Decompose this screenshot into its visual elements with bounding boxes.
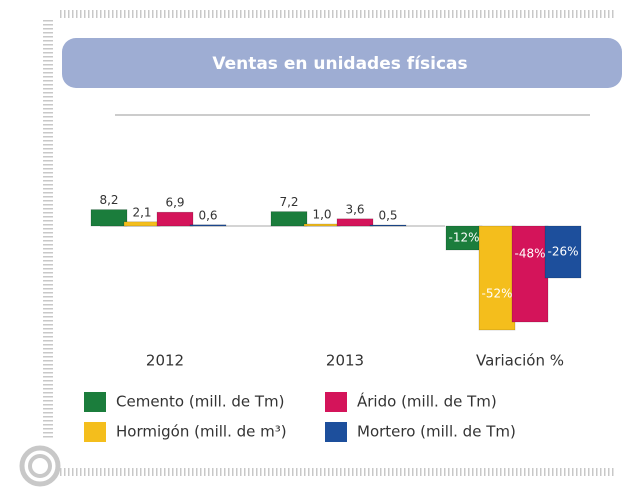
- legend-label: Cemento (mill. de Tm): [116, 393, 285, 411]
- x-tick-label: Variación %: [476, 352, 564, 370]
- bar: [337, 219, 373, 226]
- bar: [91, 210, 127, 226]
- bar: [479, 226, 515, 330]
- bar: [124, 222, 160, 226]
- value-label: 6,9: [165, 196, 184, 210]
- chart-title: Ventas en unidades físicas: [212, 54, 467, 74]
- legend-swatch: [325, 392, 347, 412]
- value-label: -12%: [448, 231, 479, 245]
- legend-swatch: [84, 422, 106, 442]
- value-label: -52%: [481, 287, 512, 301]
- value-label: 7,2: [279, 195, 298, 209]
- value-label: 0,6: [198, 208, 217, 222]
- value-label: 0,5: [378, 209, 397, 223]
- value-label: -48%: [514, 247, 545, 261]
- value-label: 3,6: [345, 202, 364, 216]
- legend-swatch: [84, 392, 106, 412]
- legend-swatch: [325, 422, 347, 442]
- legend-label: Hormigón (mill. de m³): [116, 423, 287, 441]
- bar: [512, 226, 548, 322]
- legend-label: Mortero (mill. de Tm): [357, 423, 516, 441]
- x-tick-label: 2012: [146, 352, 184, 370]
- bar: [304, 224, 340, 226]
- bar: [157, 212, 193, 226]
- chart: Ventas en unidades físicas 2012 8,2 2,1 6,9…: [0, 0, 625, 491]
- value-label: -26%: [547, 245, 578, 259]
- bar: [190, 225, 226, 226]
- legend-label: Árido (mill. de Tm): [357, 392, 497, 411]
- value-label: 2,1: [132, 205, 151, 219]
- bar: [271, 212, 307, 226]
- value-label: 1,0: [312, 208, 331, 222]
- value-label: 8,2: [99, 193, 118, 207]
- bar: [370, 225, 406, 226]
- x-tick-label: 2013: [326, 352, 364, 370]
